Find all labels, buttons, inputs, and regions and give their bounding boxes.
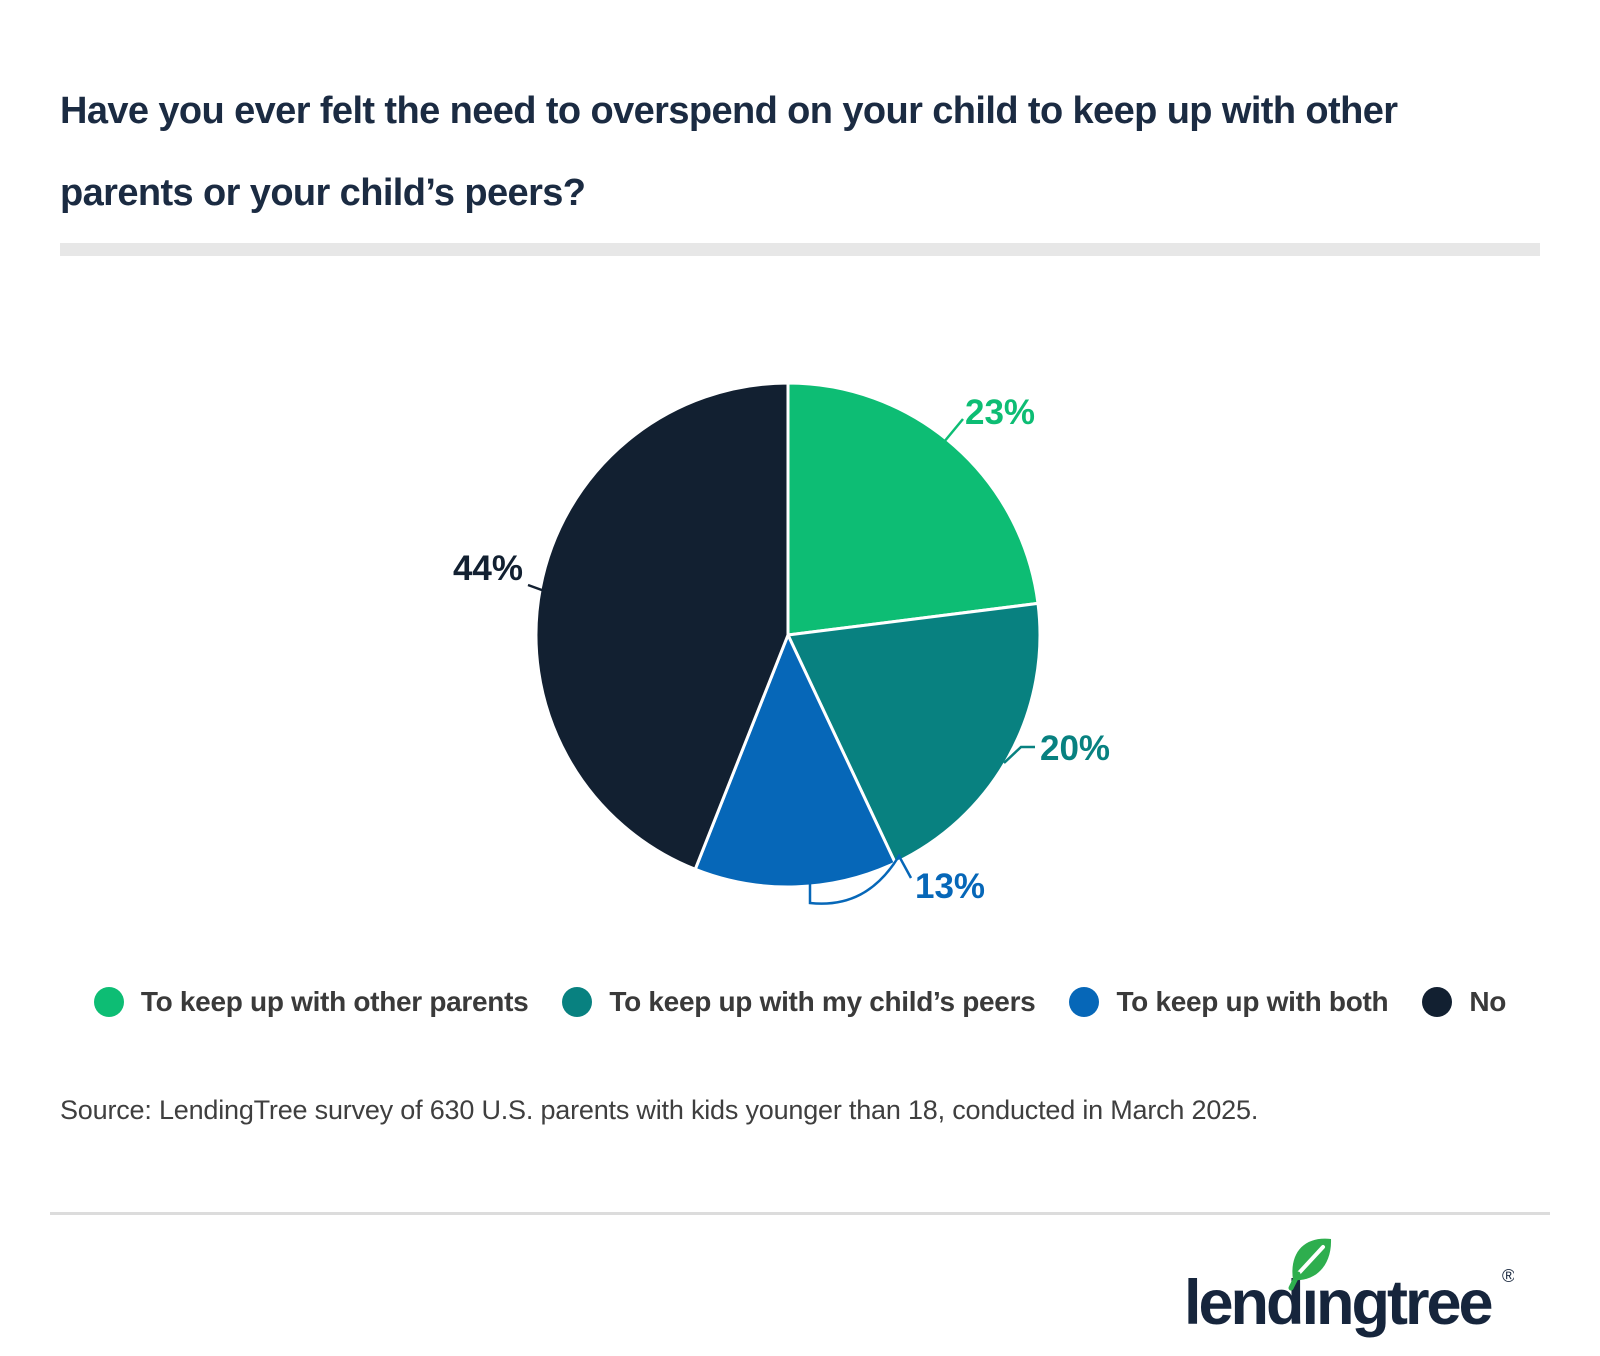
pie-value-label-4: 44% (453, 549, 523, 588)
legend-item-no: No (1422, 986, 1506, 1018)
pie-value-label-3: 13% (915, 867, 985, 906)
pie-label-leader-1 (938, 418, 964, 449)
footer-divider (50, 1212, 1550, 1215)
pie-slice-2 (786, 601, 1042, 865)
lendingtree-logo: lendıngtree ® (1184, 1238, 1514, 1338)
pie-label-leader-3 (808, 853, 913, 905)
chart-title-line2: parents or your child’s peers? (60, 172, 586, 214)
pie-slice-3 (693, 633, 897, 889)
legend-item-childs-peers: To keep up with my child’s peers (562, 986, 1036, 1018)
legend-item-other-parents: To keep up with other parents (93, 986, 529, 1018)
source-note: Source: LendingTree survey of 630 U.S. p… (60, 1095, 1259, 1125)
pie-label-leader-2 (1003, 745, 1035, 764)
legend-label-no: No (1469, 986, 1507, 1017)
pie-value-label-2: 20% (1040, 729, 1110, 768)
chart-legend: To keep up with other parents To keep up… (0, 986, 1600, 1018)
legend-label-other-parents: To keep up with other parents (140, 986, 529, 1017)
legend-dot-navy (1422, 987, 1453, 1017)
legend-dot-teal (562, 987, 593, 1017)
pie-slice-4 (534, 381, 790, 871)
legend-item-both: To keep up with both (1069, 986, 1389, 1018)
title-accent-bar (60, 243, 1540, 256)
pie-value-label-1: 23% (965, 393, 1035, 432)
chart-title-line1: Have you ever felt the need to overspend… (60, 90, 1398, 132)
legend-label-both: To keep up with both (1116, 986, 1389, 1017)
legend-dot-blue (1069, 987, 1100, 1017)
pie-slice-1 (786, 381, 1040, 637)
registered-mark: ® (1502, 1266, 1514, 1286)
legend-dot-green (93, 987, 124, 1017)
lendingtree-wordmark: lendıngtree (1184, 1268, 1492, 1338)
lendingtree-leaf-icon (1288, 1238, 1332, 1291)
legend-label-childs-peers: To keep up with my child’s peers (609, 986, 1036, 1017)
pie-label-leader-4 (527, 583, 551, 595)
chart-title: Have you ever felt the need to overspend… (60, 90, 1520, 214)
